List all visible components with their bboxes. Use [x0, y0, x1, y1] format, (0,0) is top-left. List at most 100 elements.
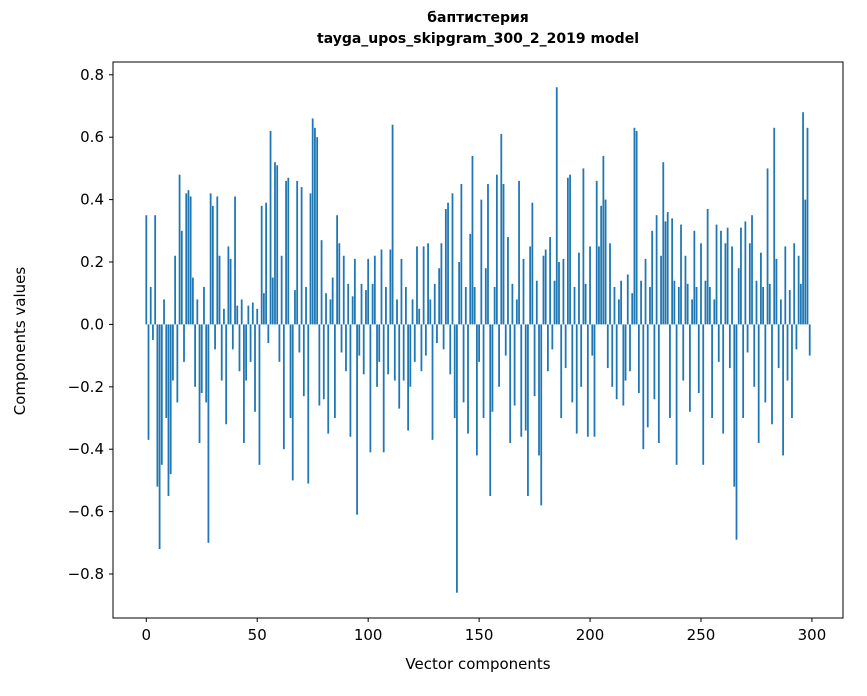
- bar: [549, 237, 551, 325]
- bar: [365, 290, 367, 325]
- bar: [775, 258, 778, 325]
- bar: [706, 208, 709, 325]
- bar: [267, 324, 270, 344]
- bar: [708, 286, 711, 325]
- bar: [318, 324, 321, 406]
- bar: [223, 308, 225, 325]
- bar: [400, 258, 403, 325]
- bar: [768, 283, 771, 325]
- bar: [216, 196, 219, 325]
- bar: [653, 324, 656, 400]
- bar: [660, 255, 662, 325]
- x-tick-label: 200: [576, 626, 605, 644]
- bar: [693, 230, 696, 325]
- bar: [609, 243, 611, 325]
- bar: [555, 87, 558, 325]
- bar: [229, 258, 232, 325]
- bar: [220, 324, 223, 381]
- bar: [786, 324, 789, 381]
- bar: [469, 233, 472, 325]
- bar: [615, 324, 618, 400]
- bar: [726, 227, 729, 325]
- bar: [624, 324, 627, 381]
- bar: [262, 293, 265, 325]
- bar: [167, 324, 170, 496]
- x-tick-label: 250: [687, 626, 716, 644]
- bar: [431, 324, 434, 440]
- bar: [302, 324, 305, 397]
- bar: [764, 324, 767, 403]
- bar: [422, 246, 425, 325]
- bar: [300, 187, 303, 325]
- bar: [189, 196, 192, 325]
- bar: [702, 324, 705, 465]
- bar: [573, 286, 576, 325]
- bar: [762, 286, 765, 325]
- bar: [329, 299, 332, 325]
- bar: [633, 127, 636, 325]
- bar: [225, 324, 228, 425]
- bar: [249, 324, 252, 362]
- bar: [620, 280, 623, 325]
- bar: [600, 205, 603, 325]
- bar: [311, 118, 314, 325]
- bar: [779, 299, 782, 325]
- y-tick-label: 0.0: [80, 315, 104, 333]
- bar: [715, 224, 718, 325]
- bar: [174, 255, 177, 325]
- bar: [498, 324, 500, 387]
- bar: [569, 174, 571, 325]
- bar: [271, 277, 274, 325]
- x-tick-label: 150: [465, 626, 494, 644]
- bar: [331, 277, 334, 325]
- bar: [444, 208, 447, 325]
- bar: [700, 243, 702, 325]
- bar: [260, 205, 263, 325]
- bar: [744, 221, 747, 325]
- bar: [180, 230, 183, 325]
- bar: [509, 324, 512, 443]
- bar: [265, 202, 267, 325]
- bar: [416, 246, 418, 325]
- bar: [305, 286, 307, 325]
- bar: [398, 324, 401, 409]
- bar: [655, 215, 658, 325]
- bar: [433, 283, 436, 325]
- bar: [338, 243, 341, 325]
- bar: [453, 324, 456, 418]
- bar: [527, 324, 529, 496]
- bar: [205, 324, 208, 403]
- bar: [595, 180, 598, 325]
- bar: [334, 324, 336, 418]
- bar: [666, 212, 669, 325]
- bar: [347, 283, 350, 325]
- y-tick-label: 0.2: [80, 253, 104, 271]
- bar: [642, 324, 645, 450]
- bar: [362, 324, 365, 375]
- bar: [657, 324, 660, 443]
- bar: [467, 324, 469, 434]
- bar: [728, 324, 731, 369]
- bar: [194, 324, 196, 387]
- bar: [784, 246, 787, 325]
- bar: [591, 324, 594, 356]
- bar: [207, 324, 210, 543]
- bar: [456, 324, 458, 593]
- bar: [751, 215, 753, 325]
- bar: [314, 127, 316, 325]
- bar: [203, 286, 205, 325]
- bar: [147, 324, 150, 440]
- bar: [353, 258, 356, 325]
- bar: [278, 324, 281, 362]
- bar: [782, 324, 784, 456]
- bar: [491, 324, 494, 412]
- bar: [185, 193, 188, 325]
- bar: [622, 324, 625, 406]
- bar: [471, 155, 474, 325]
- bar: [418, 308, 421, 325]
- bar: [558, 262, 560, 325]
- bar: [436, 324, 438, 344]
- bar: [385, 286, 387, 325]
- bar: [799, 283, 802, 325]
